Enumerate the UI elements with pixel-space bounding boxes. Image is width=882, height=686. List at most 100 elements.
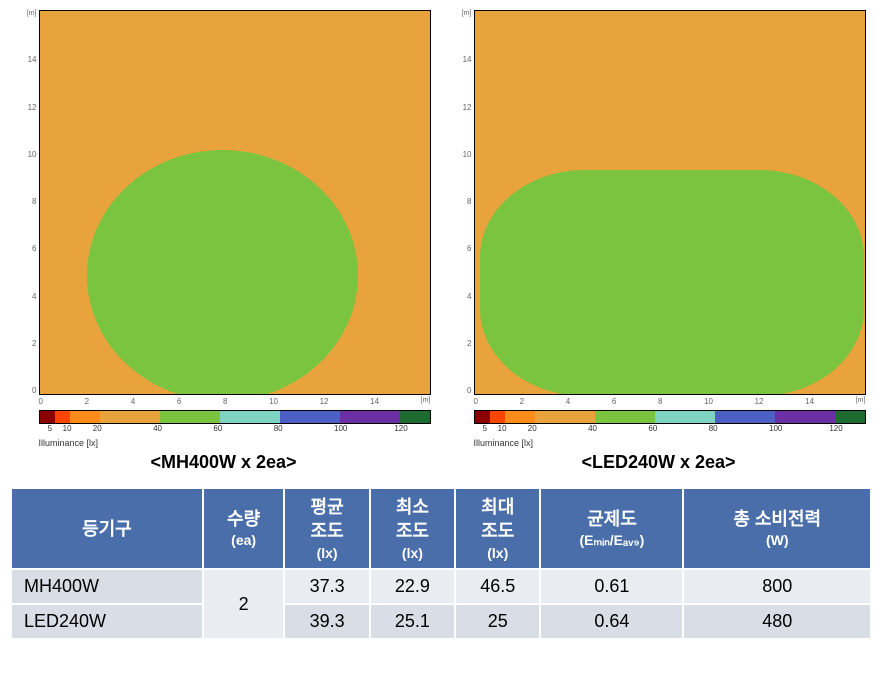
y-tick: 8 [467,197,471,206]
colorbar-right [474,410,866,424]
y-tick: 10 [463,150,472,159]
axis-unit: [m] [462,10,472,17]
colorbar-segment [55,411,70,423]
cell-power: 480 [684,605,870,638]
chart-left-title: <MH400W x 2ea> [150,452,296,473]
colorbar-segment [40,411,55,423]
th-max: 최대조도(lx) [456,489,539,568]
x-tick: 4 [566,397,570,406]
y-tick: 2 [32,339,36,348]
colorbar-tick: 10 [63,424,72,433]
cell-avg: 39.3 [285,605,368,638]
x-tick: 14 [370,397,379,406]
th-uniformity: 균제도(Eₘᵢₙ/Eₐᵥ₉) [541,489,682,568]
y-tick: 4 [467,292,471,301]
colorbar-tick: 120 [829,424,842,433]
colorbar-ticks-right: 51020406080100120 [474,424,866,436]
colorbar-segment [100,411,160,423]
colorbar-tick: 100 [769,424,782,433]
cell-avg: 37.3 [285,570,368,603]
y-tick: 10 [28,150,37,159]
x-tick: 8 [658,397,662,406]
colorbar-segment [775,411,835,423]
table-body: MH400W 2 37.3 22.9 46.5 0.61 800 LED240W… [12,570,870,638]
x-tick: 0 [39,397,43,406]
colorbar-tick: 5 [48,424,52,433]
chart-left: [m]14121086420 02468101214[m] 5102040608… [17,10,431,473]
cell-max: 25 [456,605,539,638]
colorbar-tick: 80 [709,424,718,433]
colorbar-segment [490,411,505,423]
colorbar-segment [835,411,865,423]
cell-power: 800 [684,570,870,603]
table-row: LED240W 39.3 25.1 25 0.64 480 [12,605,870,638]
x-tick: 12 [320,397,329,406]
colorbar-segment [220,411,280,423]
colorbar-segment [655,411,715,423]
colorbar-segment [595,411,655,423]
y-tick: 2 [467,339,471,348]
colorbar-tick: 20 [93,424,102,433]
cell-qty: 2 [204,570,284,638]
th-avg-l1: 평균조도 [311,497,344,541]
th-min-l1: 최소조도 [396,497,429,541]
x-tick: 10 [269,397,278,406]
y-tick: 0 [467,386,471,395]
colorbar-segment [280,411,340,423]
colorbar-tick: 80 [274,424,283,433]
x-tick: 6 [612,397,616,406]
x-tick: 2 [520,397,524,406]
x-tick: 10 [704,397,713,406]
colorbar-tick: 40 [588,424,597,433]
illuminance-label-left: Illuminance [lx] [39,438,99,448]
comparison-table: 등기구 수량(ea) 평균조도(lx) 최소조도(lx) 최대조도(lx) 균제… [10,487,872,640]
y-tick: 14 [463,55,472,64]
colorbar-left [39,410,431,424]
cell-uniformity: 0.61 [541,570,682,603]
th-avg: 평균조도(lx) [285,489,368,568]
y-axis-left: [m]14121086420 [17,10,39,395]
th-fixture: 등기구 [12,489,202,568]
cell-uniformity: 0.64 [541,605,682,638]
y-axis-right: [m] 14 12 10 8 6 4 2 0 [452,10,474,395]
x-tick: 4 [131,397,135,406]
chart-right-title: <LED240W x 2ea> [581,452,735,473]
plot-left [39,10,431,395]
colorbar-segment [475,411,490,423]
colorbar-segment [400,411,430,423]
illuminance-label-right: Illuminance [lx] [474,438,534,448]
plot-right [474,10,866,395]
th-min: 최소조도(lx) [371,489,454,568]
colorbar-segment [160,411,220,423]
colorbar-segment [505,411,535,423]
colorbar-segment [715,411,775,423]
x-tick: 12 [755,397,764,406]
y-tick: 4 [32,292,36,301]
y-tick: 6 [467,244,471,253]
colorbar-ticks-left: 51020406080100120 [39,424,431,436]
cell-min: 25.1 [371,605,454,638]
colorbar-tick: 10 [498,424,507,433]
illuminance-region-rounded [480,170,864,395]
y-tick: 6 [32,244,36,253]
colorbar-tick: 40 [153,424,162,433]
x-tick: 0 [474,397,478,406]
colorbar-tick: 100 [334,424,347,433]
th-power: 총 소비전력(W) [684,489,870,568]
cell-fixture: MH400W [12,570,202,603]
cell-max: 46.5 [456,570,539,603]
y-tick: 12 [463,103,472,112]
colorbar-tick: 20 [528,424,537,433]
x-tick: 2 [85,397,89,406]
th-max-l1: 최대조도 [481,497,514,541]
y-tick: 12 [28,103,37,112]
illuminance-region-ellipse [87,150,359,395]
axis-unit: [m] [856,397,866,406]
x-tick: 14 [805,397,814,406]
cell-min: 22.9 [371,570,454,603]
y-tick: 14 [28,55,37,64]
colorbar-tick: 120 [394,424,407,433]
colorbar-tick: 5 [483,424,487,433]
charts-row: [m]14121086420 02468101214[m] 5102040608… [10,10,872,473]
colorbar-segment [340,411,400,423]
